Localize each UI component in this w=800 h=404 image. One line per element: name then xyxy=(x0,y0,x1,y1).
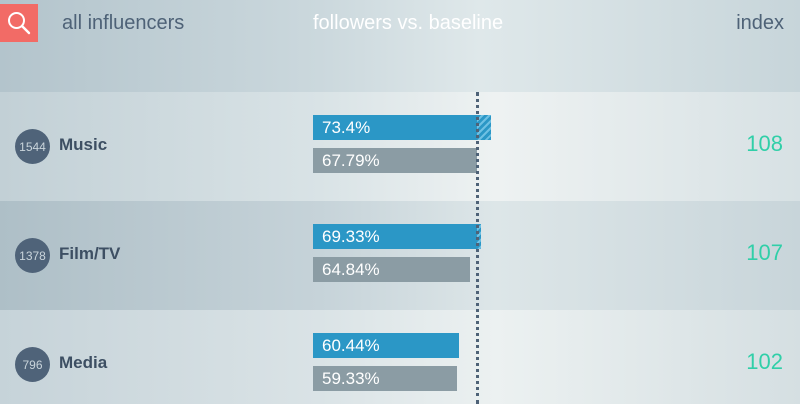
search-icon xyxy=(6,10,32,36)
index-value: 108 xyxy=(746,131,783,156)
baseline-value: 64.84% xyxy=(322,260,380,279)
index-value: 107 xyxy=(746,240,783,265)
baseline-bar: 59.33% xyxy=(313,366,457,391)
list-item-media[interactable]: 796 Media 60.44% 59.33% 102 xyxy=(0,310,800,404)
count-badge: 796 xyxy=(15,347,50,382)
category-label: Music xyxy=(59,135,108,154)
list-item-film-tv[interactable]: 1378 Film/TV 69.33% 64.84% 107 xyxy=(0,201,800,310)
search-button[interactable] xyxy=(0,4,38,42)
list-item-music[interactable]: 1544 Music 73.4% 67.79% 108 xyxy=(0,92,800,201)
over-baseline-segment xyxy=(477,115,491,140)
count-badge: 1378 xyxy=(15,238,50,273)
followers-bar: 69.33% xyxy=(313,224,481,249)
category-label: Media xyxy=(59,353,108,372)
category-label: Film/TV xyxy=(59,244,121,263)
index-value: 102 xyxy=(746,349,783,374)
baseline-value: 59.33% xyxy=(322,369,380,388)
followers-value: 69.33% xyxy=(322,227,380,246)
count-badge: 1544 xyxy=(15,129,50,164)
baseline-bar: 67.79% xyxy=(313,148,477,173)
filter-all-influencers[interactable]: all influencers xyxy=(62,12,185,34)
baseline-bar: 64.84% xyxy=(313,257,470,282)
baseline-value: 67.79% xyxy=(322,151,380,170)
followers-bar: 60.44% xyxy=(313,333,460,358)
baseline-reference-line xyxy=(476,92,479,404)
followers-value: 73.4% xyxy=(322,118,371,137)
followers-value: 60.44% xyxy=(322,336,380,355)
column-header-index: index xyxy=(736,12,784,34)
header-bar: all influencers followers vs. baseline i… xyxy=(0,0,800,92)
followers-bar: 73.4% xyxy=(313,115,491,140)
column-header-followers-vs-baseline: followers vs. baseline xyxy=(313,12,504,34)
